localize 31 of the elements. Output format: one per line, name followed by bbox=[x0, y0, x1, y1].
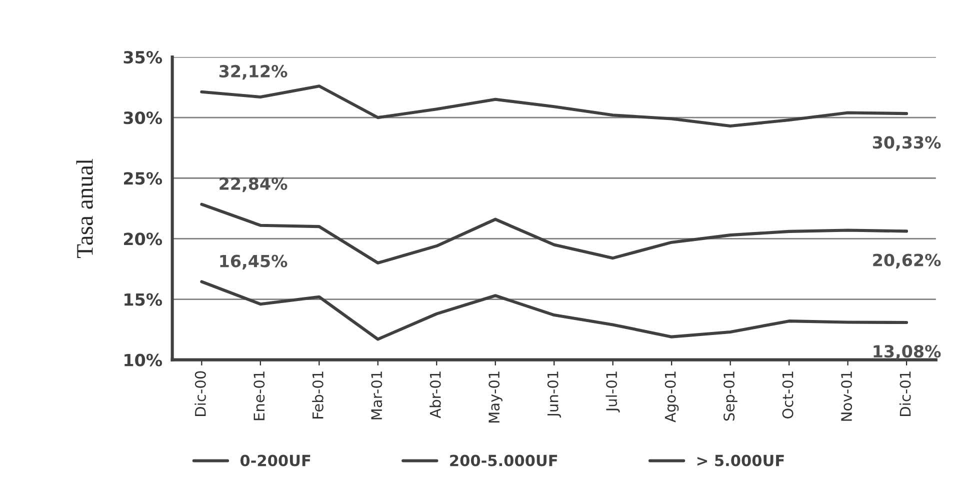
x-tick-label: Feb-01 bbox=[312, 372, 324, 418]
x-tick-label: Ene-01 bbox=[254, 372, 265, 420]
annotation: 30,33% bbox=[872, 136, 941, 151]
annotation: 13,08% bbox=[874, 345, 941, 360]
x-tick-label: Abr-01 bbox=[430, 372, 441, 418]
y-tick-label: 25% bbox=[124, 172, 162, 185]
y-axis-title: Tasa anual bbox=[76, 158, 93, 258]
line-series bbox=[200, 280, 908, 341]
y-tick-label: 35% bbox=[124, 50, 162, 64]
x-tick-label: Oct-01 bbox=[782, 372, 794, 418]
x-tick-label: Ago-01 bbox=[664, 372, 679, 422]
annotation: 32,12% bbox=[219, 64, 288, 80]
legend-label: 200-5.000UF bbox=[450, 454, 558, 466]
x-tick-label: Dic-01 bbox=[899, 372, 911, 416]
x-tick-label: Jul-01 bbox=[606, 372, 620, 412]
x-tick-label: Jun-01 bbox=[547, 372, 562, 418]
y-tick-label: 20% bbox=[124, 232, 162, 246]
y-tick-label: 10% bbox=[124, 354, 162, 366]
line-series bbox=[200, 84, 908, 128]
y-tick-label: 15% bbox=[124, 293, 162, 306]
annotation: 16,45% bbox=[220, 254, 288, 270]
annotation: 22,84% bbox=[220, 177, 288, 192]
x-tick-label: Mar-01 bbox=[371, 372, 382, 420]
annotation: 20,62% bbox=[873, 254, 941, 268]
x-tick-label: Nov-01 bbox=[841, 372, 852, 421]
x-tick-label: May-01 bbox=[488, 372, 502, 423]
legend-label: 0-200UF bbox=[240, 454, 310, 466]
x-tick-label: Sep-01 bbox=[724, 372, 738, 421]
x-tick-label: Dic-00 bbox=[194, 371, 206, 416]
y-tick-label: 30% bbox=[124, 112, 162, 124]
legend-label: > 5.000UF bbox=[697, 454, 784, 466]
